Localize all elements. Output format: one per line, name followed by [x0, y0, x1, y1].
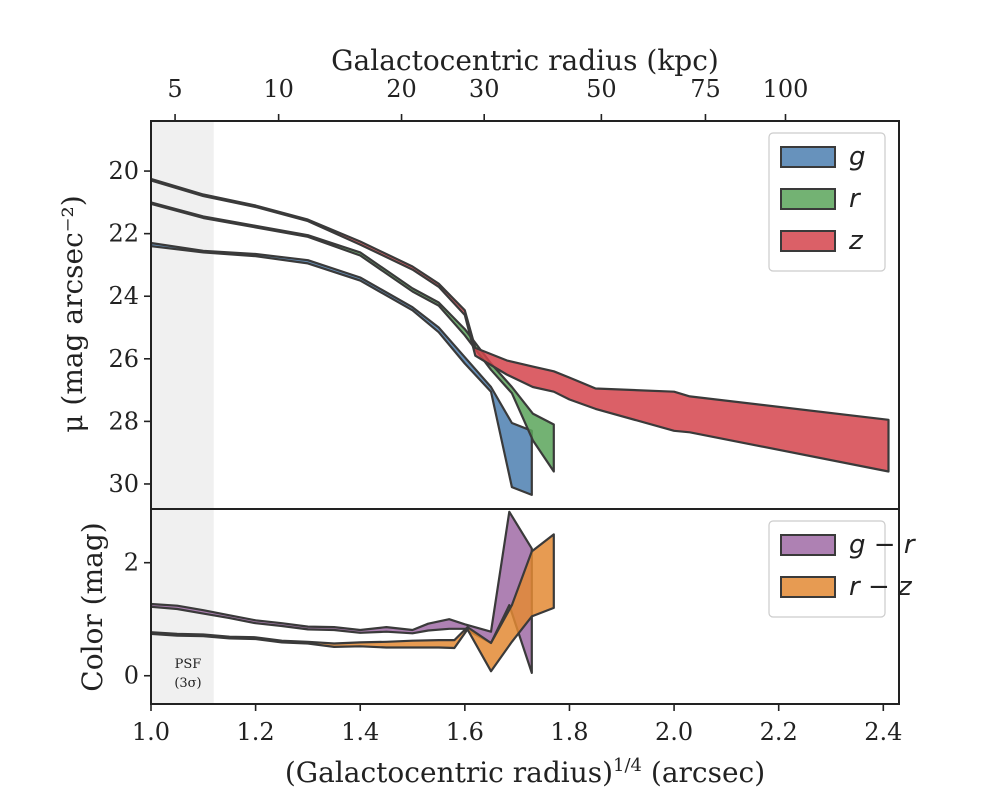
- top-ytick-label-1: 22: [108, 220, 139, 248]
- top-series-2-band: [151, 177, 890, 473]
- x-tick-label-7: 2.4: [864, 718, 902, 746]
- top-series-group: [151, 177, 890, 496]
- top-legend-label-2: z: [848, 226, 864, 256]
- x-tick-label-4: 1.8: [550, 718, 588, 746]
- top-axis-tick-label-0: 5: [167, 75, 182, 103]
- x-axis-title-unit: (arcsec): [642, 756, 765, 789]
- top-ytick-label-3: 26: [108, 345, 139, 373]
- x-tick-label-3: 1.6: [446, 718, 484, 746]
- top-legend-swatch-0: [780, 146, 836, 168]
- top-ytick-label-5: 30: [108, 470, 139, 498]
- top-series-1-band: [151, 201, 555, 473]
- top-axis-tick-label-4: 50: [586, 75, 617, 103]
- bottom-legend-swatch-1: [780, 576, 836, 598]
- top-ytick-label-0: 20: [108, 157, 139, 185]
- top-axis-tick-label-6: 100: [763, 75, 809, 103]
- x-tick-label-0: 1.0: [132, 718, 170, 746]
- bottom-frame: [150, 508, 900, 705]
- top-legend-label-0: g: [849, 142, 866, 172]
- bottom-legend-swatch-0: [780, 534, 836, 556]
- top-axis-title: Galactocentric radius (kpc): [331, 44, 719, 77]
- bottom-series-0-band: [151, 510, 533, 674]
- bottom-legend-label-0: g − r: [849, 530, 917, 560]
- x-axis-title-exponent: 1/4: [613, 755, 642, 776]
- x-tick-label-2: 1.4: [341, 718, 379, 746]
- surface-brightness-panel: 20 22 24 26 28 30 grz 5 10 20 30 50 75 100: [108, 75, 900, 510]
- top-ytick-label-4: 28: [108, 407, 139, 435]
- psf-label-sigma: (3σ): [174, 676, 201, 691]
- bottom-legend-label-1: r − z: [849, 572, 913, 602]
- bottom-series-group: [151, 510, 555, 674]
- bottom-series-1-band: [151, 533, 555, 673]
- top-legend-swatch-1: [780, 188, 836, 210]
- x-tick-label-1: 1.2: [237, 718, 275, 746]
- bottom-ytick-label-1: 2: [124, 549, 139, 577]
- top-legend-swatch-2: [780, 230, 836, 252]
- top-legend-label-1: r: [849, 184, 862, 214]
- x-axis-title-main: (Galactocentric radius): [285, 756, 613, 789]
- top-series-0-band: [151, 241, 533, 496]
- x-tick-label-5: 2.0: [655, 718, 693, 746]
- top-axis-tick-label-2: 20: [386, 75, 417, 103]
- bottom-ytick-label-0: 0: [124, 662, 139, 690]
- color-panel: 0 2 g − r r − z 1.0 1.2 1.4 1.6 1.8 2.0 2.2 2.4 PSF (…: [124, 508, 917, 746]
- top-psf-band: [151, 121, 214, 509]
- y-axis-title-bottom: Color (mag): [76, 522, 109, 691]
- y-axis-title-top: μ (mag arcsec⁻²): [56, 195, 89, 432]
- top-axis-tick-label-5: 75: [690, 75, 721, 103]
- psf-label: PSF: [175, 657, 202, 672]
- top-axis-tick-label-1: 10: [263, 75, 294, 103]
- x-axis-title: (Galactocentric radius)1/4 (arcsec): [285, 755, 765, 789]
- top-axis-tick-label-3: 30: [469, 75, 500, 103]
- top-ytick-label-2: 24: [108, 282, 139, 310]
- x-tick-label-6: 2.2: [760, 718, 798, 746]
